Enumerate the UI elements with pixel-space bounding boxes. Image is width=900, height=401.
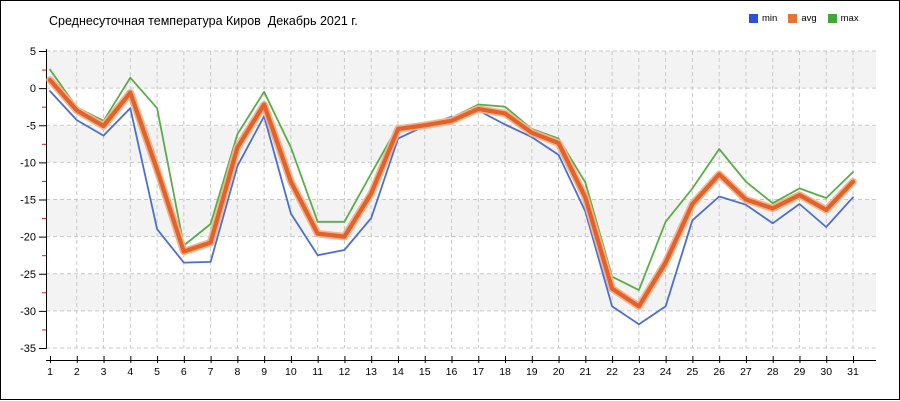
x-tick-label: 10 — [285, 366, 297, 378]
y-tick-label: -15 — [20, 195, 36, 207]
x-tick-label: 18 — [499, 366, 511, 378]
chart-title: Среднесуточная температура Киров Декабрь… — [49, 14, 358, 28]
x-tick-label: 15 — [419, 366, 431, 378]
plot-band — [46, 273, 876, 311]
x-tick-label: 28 — [767, 366, 779, 378]
y-tick-label: -10 — [20, 157, 36, 169]
y-tick-label: -35 — [20, 343, 36, 355]
min-series-swatch-icon — [749, 14, 758, 23]
avg-series-swatch-icon — [788, 14, 798, 23]
x-tick-label: 17 — [472, 366, 484, 378]
legend-item-avg[interactable]: avg — [788, 13, 817, 24]
x-tick-label: 2 — [74, 366, 80, 378]
plot-band — [46, 236, 876, 274]
y-tick-label: -5 — [26, 120, 36, 132]
legend-item-max[interactable]: max — [827, 13, 859, 24]
min-series-line — [49, 90, 426, 264]
plot-band — [46, 310, 876, 348]
avg-series-line — [47, 77, 856, 309]
legend-item-min[interactable]: min — [749, 13, 777, 24]
x-tick-label: 30 — [820, 366, 832, 378]
legend-label-avg: avg — [801, 13, 817, 24]
x-tick-label: 8 — [234, 366, 240, 378]
x-tick-label: 27 — [740, 366, 752, 378]
y-tick-label: 5 — [30, 46, 36, 58]
y-tick-label: -25 — [20, 269, 36, 281]
y-tick-label: -20 — [20, 232, 36, 244]
x-tick-label: 23 — [633, 366, 645, 378]
x-tick-label: 1 — [47, 366, 53, 378]
x-tick-label: 6 — [181, 366, 187, 378]
x-tick-label: 21 — [579, 366, 591, 378]
x-tick-label: 4 — [127, 366, 133, 378]
plot-band — [46, 51, 876, 89]
x-tick-label: 11 — [312, 366, 323, 378]
max-series-swatch-icon — [827, 14, 837, 23]
x-tick-label: 24 — [660, 366, 672, 378]
y-tick-label: 0 — [30, 83, 36, 95]
x-tick-label: 7 — [208, 366, 214, 378]
x-tick-label: 29 — [794, 366, 806, 378]
legend-label-min: min — [762, 13, 778, 24]
x-tick-label: 3 — [101, 366, 107, 378]
x-tick-label: 31 — [847, 366, 859, 378]
min-series-line — [477, 109, 854, 326]
legend: min avg max — [749, 13, 859, 24]
x-tick-label: 26 — [713, 366, 725, 378]
x-tick-label: 9 — [261, 366, 267, 378]
x-tick-label: 12 — [339, 366, 351, 378]
x-tick-label: 22 — [606, 366, 618, 378]
x-tick-label: 19 — [526, 366, 538, 378]
x-tick-label: 5 — [154, 366, 160, 378]
x-tick-label: 25 — [687, 366, 699, 378]
x-tick-label: 14 — [392, 366, 404, 378]
legend-label-max: max — [840, 13, 859, 24]
plot-band — [46, 125, 876, 163]
y-tick-label: -30 — [20, 306, 36, 318]
x-tick-label: 13 — [365, 366, 377, 378]
x-tick-label: 20 — [553, 366, 565, 378]
x-tick-label: 16 — [446, 366, 458, 378]
